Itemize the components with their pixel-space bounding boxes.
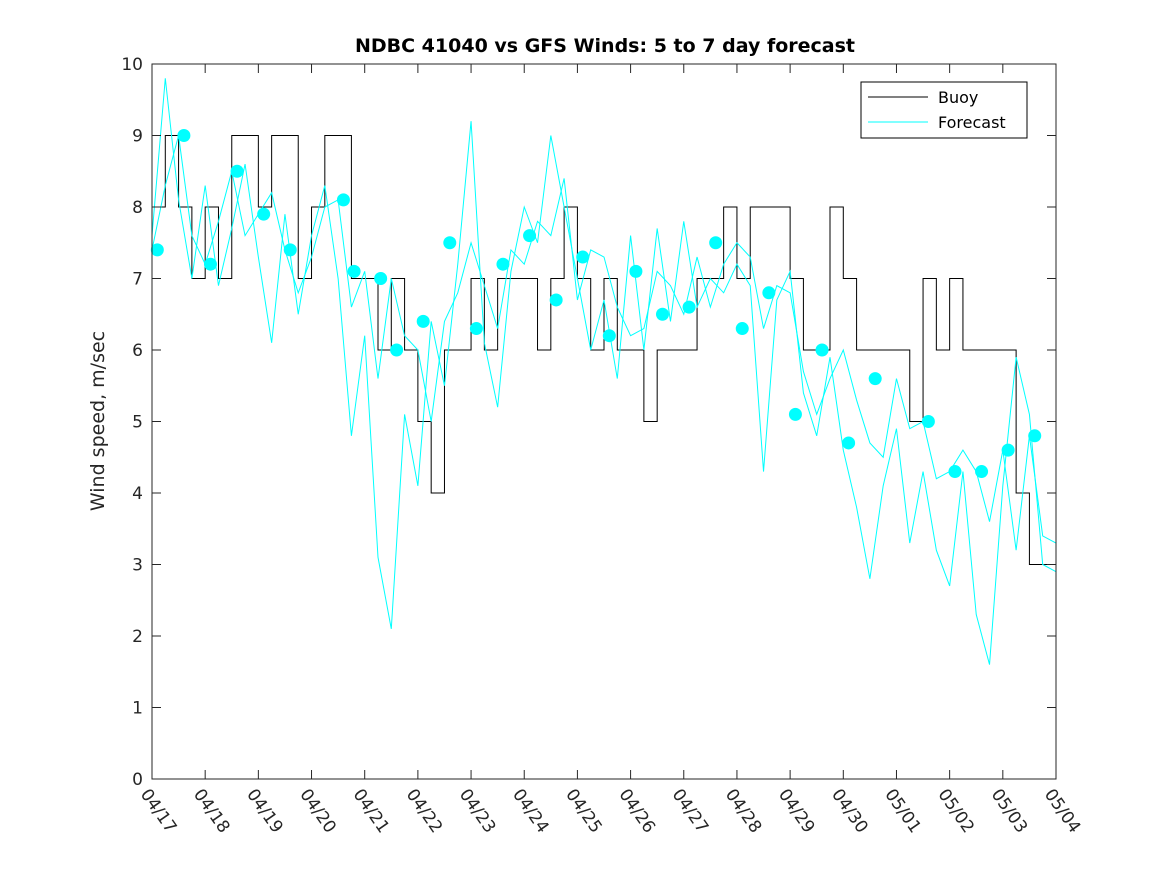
forecast-marker bbox=[230, 164, 244, 178]
plot-area bbox=[152, 64, 1056, 779]
forecast-marker bbox=[655, 307, 669, 321]
forecast-marker bbox=[347, 264, 361, 278]
legend-box bbox=[860, 81, 1028, 139]
forecast-marker bbox=[1001, 443, 1015, 457]
legend-buoy-label: Buoy bbox=[938, 88, 978, 107]
y-tick-label: 7 bbox=[132, 270, 143, 290]
forecast-marker bbox=[735, 322, 749, 336]
y-tick-label: 10 bbox=[121, 55, 143, 75]
chart-title: NDBC 41040 vs GFS Winds: 5 to 7 day fore… bbox=[355, 35, 855, 57]
y-tick-label: 4 bbox=[132, 484, 143, 504]
forecast-marker bbox=[788, 407, 802, 421]
forecast-marker bbox=[257, 207, 271, 221]
forecast-marker bbox=[496, 257, 510, 271]
forecast-marker bbox=[390, 343, 404, 357]
series-layer bbox=[150, 78, 1057, 665]
y-tick-label: 6 bbox=[132, 341, 143, 361]
forecast-marker bbox=[177, 129, 191, 142]
forecast-marker bbox=[549, 293, 563, 307]
y-tick-label: 1 bbox=[132, 699, 143, 719]
forecast-marker bbox=[416, 314, 430, 328]
forecast-marker bbox=[762, 286, 776, 300]
forecast-marker bbox=[576, 250, 590, 264]
forecast-marker bbox=[336, 193, 350, 207]
y-tick-label: 5 bbox=[132, 413, 143, 433]
forecast-marker bbox=[629, 264, 643, 278]
forecast-marker bbox=[948, 465, 962, 479]
legend: Buoy Forecast bbox=[860, 81, 1028, 139]
forecast-marker bbox=[523, 229, 537, 243]
forecast-marker bbox=[868, 372, 882, 386]
y-tick-label: 2 bbox=[132, 627, 143, 647]
forecast-marker bbox=[469, 322, 483, 336]
forecast-marker bbox=[682, 300, 696, 314]
forecast-marker bbox=[283, 243, 297, 257]
y-tick-label: 0 bbox=[132, 770, 143, 790]
series-line-forecast-1 bbox=[151, 135, 1057, 551]
forecast-marker bbox=[975, 465, 989, 479]
forecast-marker bbox=[443, 236, 457, 250]
forecast-marker bbox=[921, 415, 935, 428]
y-tick-label: 9 bbox=[132, 127, 143, 147]
series-line-forecast-2 bbox=[151, 78, 1057, 665]
forecast-marker bbox=[842, 436, 856, 450]
y-tick-label: 8 bbox=[132, 198, 143, 218]
y-axis-label: Wind speed, m/sec bbox=[87, 331, 109, 511]
forecast-marker bbox=[374, 272, 388, 285]
y-tick-label: 3 bbox=[132, 556, 143, 576]
forecast-marker bbox=[1028, 429, 1042, 443]
axes-frame bbox=[151, 63, 1057, 780]
forecast-marker bbox=[709, 236, 723, 250]
forecast-marker bbox=[602, 329, 616, 343]
legend-forecast-label: Forecast bbox=[938, 113, 1006, 132]
forecast-marker bbox=[203, 257, 217, 271]
forecast-marker bbox=[815, 343, 829, 357]
forecast-marker bbox=[150, 243, 164, 257]
